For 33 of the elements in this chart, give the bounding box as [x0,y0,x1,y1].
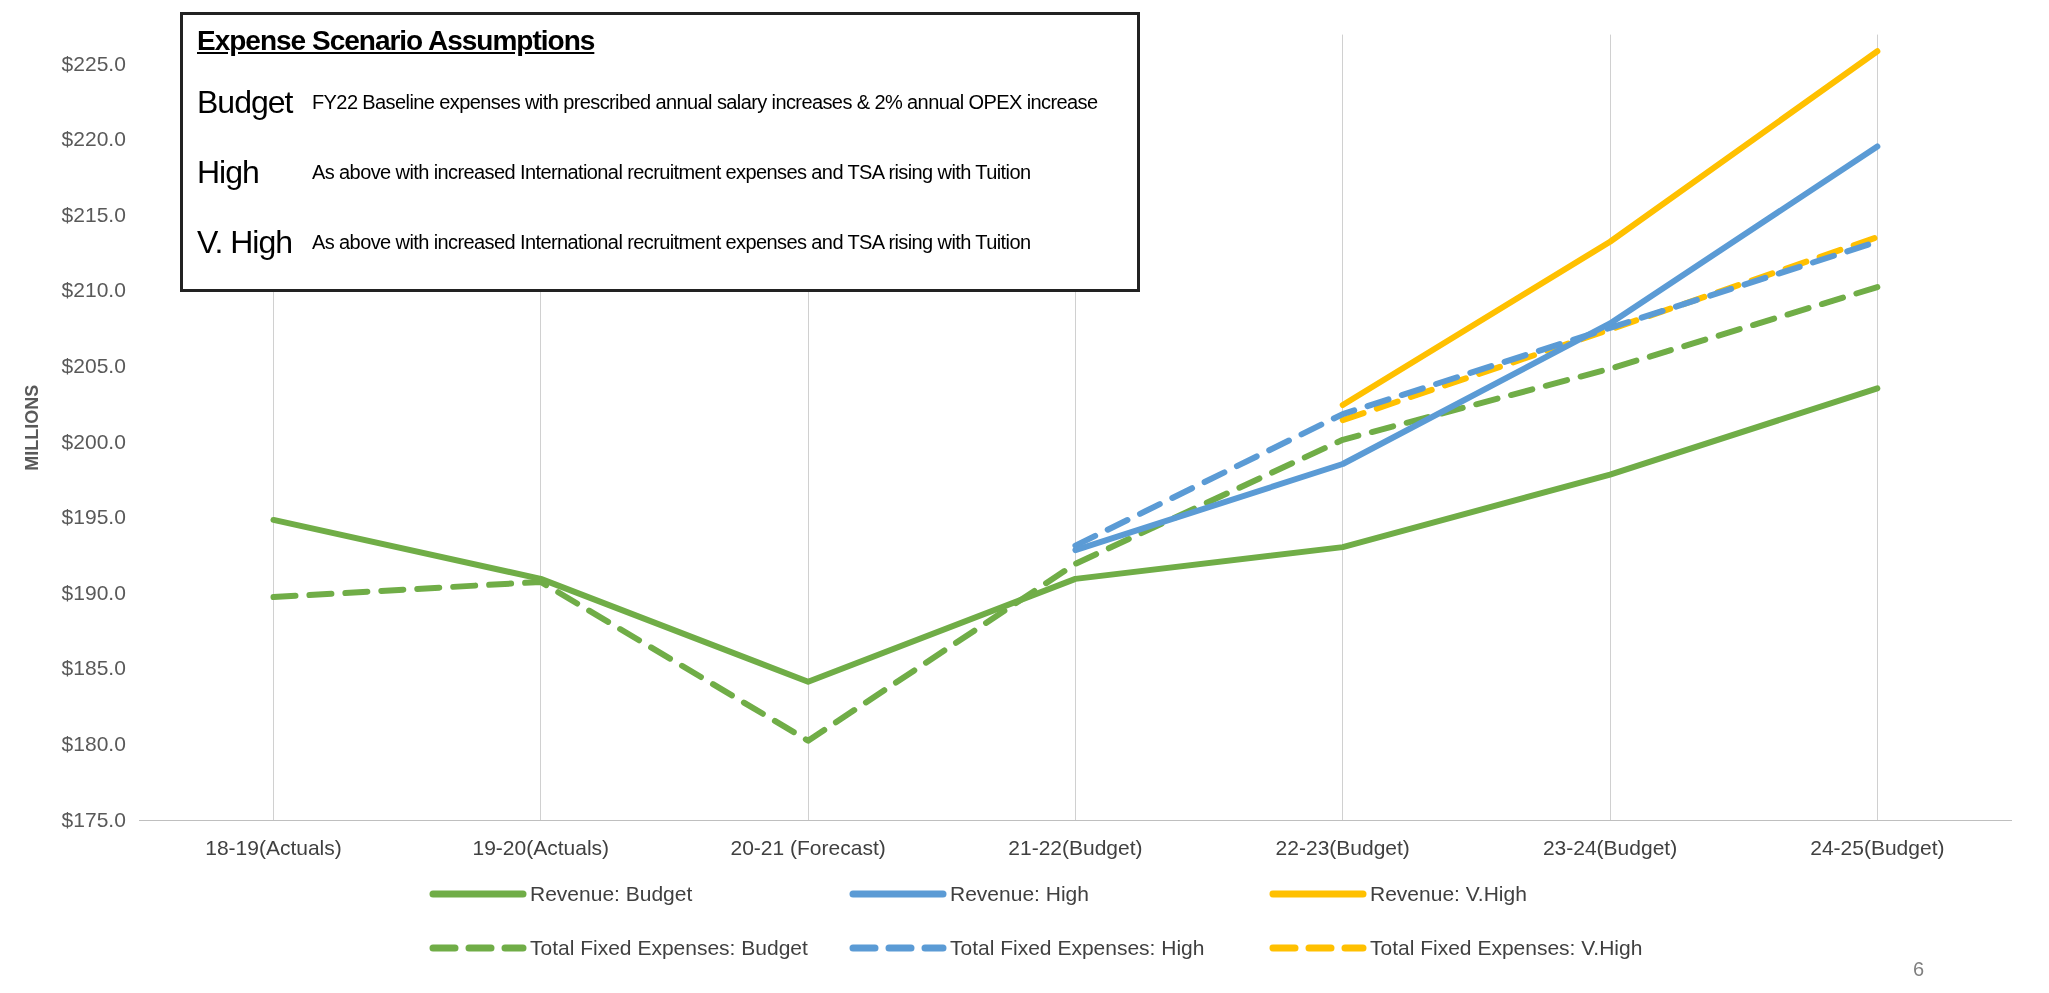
y-tick-label: $205.0 [61,354,126,378]
y-tick-label: $210.0 [61,278,126,302]
y-tick-label: $220.0 [61,127,126,151]
annotation: FY22 Baseline expenses with prescribed annual salary increases & 2% annual OPEX increase [312,90,1098,114]
y-axis-title: MILLIONS [21,384,42,471]
legend-label: Total Fixed Expenses: V.High [1370,936,1643,960]
legend-label: Revenue: High [950,882,1089,906]
x-tick-label: 20-21 (Forecast) [730,836,886,860]
legend-label: Total Fixed Expenses: High [950,936,1205,960]
annotation: As above with increased International recruitment expenses and TSA rising with Tuition [312,230,1031,254]
y-tick-label: $190.0 [61,580,126,604]
y-tick-label: $185.0 [61,656,126,680]
annotation: High [197,153,260,191]
text: 6 [1913,958,1925,981]
x-tick-label: 21-22(Budget) [1008,836,1143,860]
y-tick-label: $195.0 [61,505,126,529]
annotation: V. High [197,223,293,261]
legend-label: Revenue: Budget [530,882,693,906]
x-tick-label: 24-25(Budget) [1810,836,1945,860]
x-tick-label: 19-20(Actuals) [472,836,610,860]
x-tick-label: 22-23(Budget) [1275,836,1410,860]
annotation: As above with increased International recruitment expenses and TSA rising with Tuition [312,160,1031,184]
y-tick-label: $175.0 [61,807,126,831]
annotation: Budget [197,83,294,121]
legend-label: Revenue: V.High [1370,882,1527,906]
y-tick-label: $225.0 [61,51,126,75]
legend-label: Total Fixed Expenses: Budget [530,936,808,960]
x-tick-label: 23-24(Budget) [1542,836,1678,860]
x-tick-label: 18-19(Actuals) [205,836,342,860]
y-tick-label: $215.0 [61,202,126,226]
y-tick-label: $200.0 [61,429,126,453]
annotation: Expense Scenario Assumptions [197,25,596,57]
y-tick-label: $180.0 [61,732,126,755]
